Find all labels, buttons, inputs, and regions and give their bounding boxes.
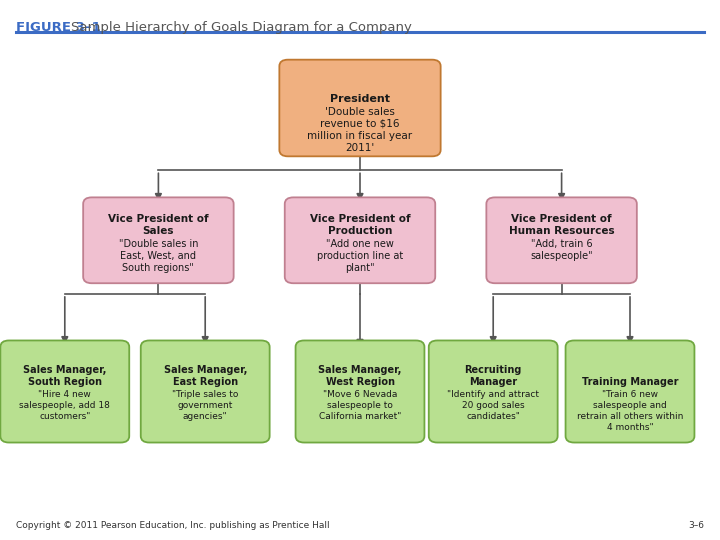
Text: Sales Manager,
East Region: Sales Manager, East Region: [163, 365, 247, 387]
FancyBboxPatch shape: [140, 341, 269, 443]
Text: Vice President of
Production: Vice President of Production: [310, 214, 410, 236]
Text: "Move 6 Nevada
salespeople to
California market": "Move 6 Nevada salespeople to California…: [319, 390, 401, 421]
FancyBboxPatch shape: [487, 197, 636, 283]
Text: Vice President of
Human Resources: Vice President of Human Resources: [509, 214, 614, 236]
Text: Vice President of
Sales: Vice President of Sales: [108, 214, 209, 236]
Text: "Double sales in
East, West, and
South regions": "Double sales in East, West, and South r…: [119, 239, 198, 273]
Text: Sample Hierarchy of Goals Diagram for a Company: Sample Hierarchy of Goals Diagram for a …: [71, 21, 411, 33]
Text: "Add one new
production line at
plant": "Add one new production line at plant": [317, 239, 403, 273]
Text: Sales Manager,
West Region: Sales Manager, West Region: [318, 365, 402, 387]
FancyBboxPatch shape: [0, 341, 130, 443]
FancyBboxPatch shape: [285, 197, 435, 283]
Text: "Add, train 6
salespeople": "Add, train 6 salespeople": [531, 239, 593, 261]
Text: "Hire 4 new
salespeople, add 18
customers": "Hire 4 new salespeople, add 18 customer…: [19, 390, 110, 421]
Text: "Triple sales to
government
agencies": "Triple sales to government agencies": [172, 390, 238, 421]
Text: FIGURE 3–1: FIGURE 3–1: [16, 21, 101, 33]
Text: Training Manager: Training Manager: [582, 377, 678, 387]
Text: President: President: [330, 93, 390, 104]
Text: "Identify and attract
20 good sales
candidates": "Identify and attract 20 good sales cand…: [447, 390, 539, 421]
FancyBboxPatch shape: [296, 341, 424, 443]
Text: 'Double sales
revenue to $16
million in fiscal year
2011': 'Double sales revenue to $16 million in …: [307, 107, 413, 153]
FancyBboxPatch shape: [429, 341, 557, 443]
Text: "Train 6 new
salespeople and
retrain all others within
4 months": "Train 6 new salespeople and retrain all…: [577, 390, 683, 431]
Text: Sales Manager,
South Region: Sales Manager, South Region: [23, 365, 107, 387]
FancyBboxPatch shape: [279, 60, 441, 157]
FancyBboxPatch shape: [84, 197, 233, 283]
Text: Copyright © 2011 Pearson Education, Inc. publishing as Prentice Hall: Copyright © 2011 Pearson Education, Inc.…: [16, 521, 330, 530]
Text: 3–6: 3–6: [688, 521, 704, 530]
FancyBboxPatch shape: [566, 341, 694, 443]
Text: Recruiting
Manager: Recruiting Manager: [464, 365, 522, 387]
